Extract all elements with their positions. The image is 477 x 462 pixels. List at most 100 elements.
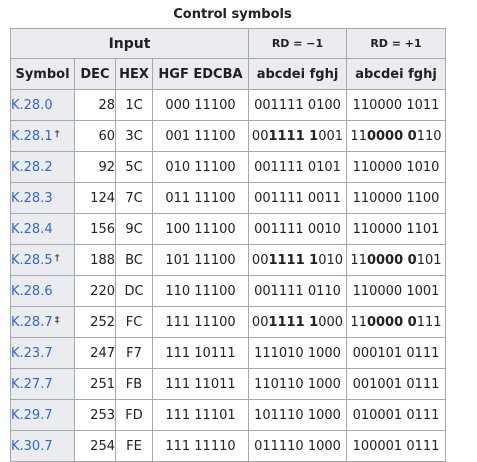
bit-group: 101 [416, 252, 442, 268]
table-row: K.28.6 220 DC 110 11100 001111 0110 110000 10… [10, 275, 446, 307]
column-header-hgf-edcba: HGF EDCBA [152, 58, 249, 90]
symbol-cell[interactable]: K.27.7 [10, 368, 75, 400]
rd-neg-code-cell: 101110 1000 [248, 399, 347, 431]
bit-group: 000 [318, 314, 344, 330]
table-row: K.28.3 124 7C 011 11100 001111 0011 110000 11… [10, 182, 446, 214]
bit-group: 010001 0111 [352, 407, 440, 423]
rd-neg-code-cell: 001111 0010 [248, 213, 347, 245]
rd-pos-code-cell: 110000 0110 [346, 120, 446, 152]
symbol-link[interactable]: K.28.4 [11, 221, 53, 237]
rd-neg-code-cell: 001111 0110 [248, 275, 347, 307]
hex-cell: FC [115, 306, 153, 338]
symbol-cell[interactable]: K.28.2 [10, 151, 75, 183]
symbol-cell[interactable]: K.28.1 † [10, 120, 75, 152]
rd-pos-code-cell: 100001 0111 [346, 430, 446, 462]
bit-group: 001111 0010 [254, 221, 341, 237]
rd-positive-header: RD = +1 [346, 28, 446, 59]
rd-negative-header: RD = −1 [248, 28, 347, 59]
symbol-cell[interactable]: K.28.6 [10, 275, 75, 307]
bold-bit-group: 1111 1 [268, 314, 319, 330]
symbol-cell[interactable]: K.29.7 [10, 399, 75, 431]
hgf-edcba-cell: 111 11101 [152, 399, 249, 431]
symbol-cell[interactable]: K.30.7 [10, 430, 75, 462]
bit-group: 110000 1010 [352, 159, 440, 175]
rd-neg-code-cell: 001111 1001 [248, 120, 347, 152]
bold-bit-group: 1111 1 [268, 128, 319, 144]
bit-group: 100001 0111 [352, 438, 440, 454]
bit-group: 001111 0011 [254, 190, 341, 206]
bit-group: 110000 1011 [352, 97, 440, 113]
rd-neg-code-cell: 111010 1000 [248, 337, 347, 369]
rd-pos-code-cell: 110000 1100 [346, 182, 446, 214]
hgf-edcba-cell: 111 11110 [152, 430, 249, 462]
bit-group: 110110 1000 [254, 376, 341, 392]
table-row: K.29.7 253 FD 111 11101 101110 1000 010001 01… [10, 399, 446, 431]
column-header-rd-neg-bits: abcdei fghj [248, 58, 347, 90]
symbol-link[interactable]: K.29.7 [11, 407, 53, 423]
symbol-cell[interactable]: K.28.7 ‡ [10, 306, 75, 338]
symbol-cell[interactable]: K.23.7 [10, 337, 75, 369]
symbol-link[interactable]: K.28.7 [11, 314, 53, 330]
symbol-link[interactable]: K.28.2 [11, 159, 53, 175]
dec-cell: 247 [74, 337, 116, 369]
hgf-edcba-cell: 111 11011 [152, 368, 249, 400]
rd-neg-code-cell: 001111 1000 [248, 306, 347, 338]
hex-cell: DC [115, 275, 153, 307]
symbol-link[interactable]: K.28.6 [11, 283, 53, 299]
bit-group: 111 [416, 314, 442, 330]
rd-pos-code-cell: 110000 1011 [346, 89, 446, 121]
symbol-link[interactable]: K.28.5 [11, 252, 53, 268]
bit-group: 110000 1100 [352, 190, 440, 206]
symbol-cell[interactable]: K.28.5 † [10, 244, 75, 276]
symbol-cell[interactable]: K.28.4 [10, 213, 75, 245]
column-header-dec: DEC [74, 58, 116, 90]
bit-group: 11 [350, 252, 367, 268]
dec-cell: 252 [74, 306, 116, 338]
dec-cell: 60 [74, 120, 116, 152]
symbol-link[interactable]: K.28.1 [11, 128, 53, 144]
footnote-mark: ‡ [54, 314, 60, 326]
hgf-edcba-cell: 001 11100 [152, 120, 249, 152]
rd-pos-code-cell: 000101 0111 [346, 337, 446, 369]
bit-group: 00 [251, 314, 269, 330]
symbol-link[interactable]: K.28.0 [11, 97, 53, 113]
hex-cell: 7C [115, 182, 153, 214]
symbol-link[interactable]: K.28.3 [11, 190, 53, 206]
symbol-cell[interactable]: K.28.3 [10, 182, 75, 214]
rd-pos-code-cell: 010001 0111 [346, 399, 446, 431]
bit-group: 11 [350, 128, 367, 144]
symbol-link[interactable]: K.30.7 [11, 438, 53, 454]
bit-group: 001111 0101 [254, 159, 341, 175]
table-row: K.28.2 92 5C 010 11100 001111 0101 110000 101… [10, 151, 446, 183]
rd-neg-code-cell: 001111 1010 [248, 244, 347, 276]
hex-cell: F7 [115, 337, 153, 369]
dec-cell: 220 [74, 275, 116, 307]
symbol-link[interactable]: K.27.7 [11, 376, 53, 392]
bold-bit-group: 0000 0 [366, 314, 417, 330]
column-header-rd-pos-bits: abcdei fghj [346, 58, 446, 90]
table-row: K.27.7 251 FB 111 11011 110110 1000 001001 01… [10, 368, 446, 400]
table-row: K.28.1 † 60 3C 001 11100 001111 1001 110000 01… [10, 120, 446, 152]
hgf-edcba-cell: 010 11100 [152, 151, 249, 183]
hex-cell: FE [115, 430, 153, 462]
hex-cell: 9C [115, 213, 153, 245]
bit-group: 101110 1000 [254, 407, 341, 423]
bit-group: 001001 0111 [352, 376, 440, 392]
bit-group: 011110 1000 [254, 438, 341, 454]
rd-neg-code-cell: 001111 0100 [248, 89, 347, 121]
bit-group: 110000 1001 [352, 283, 440, 299]
bit-group: 001111 0100 [254, 97, 341, 113]
column-header-hex: HEX [115, 58, 153, 90]
symbol-link[interactable]: K.23.7 [11, 345, 53, 361]
bold-bit-group: 0000 0 [366, 252, 417, 268]
symbol-cell[interactable]: K.28.0 [10, 89, 75, 121]
footnote-mark: † [54, 252, 60, 264]
hgf-edcba-cell: 000 11100 [152, 89, 249, 121]
table-row: K.28.7 ‡ 252 FC 111 11100 001111 1000 110000 0… [10, 306, 446, 338]
dec-cell: 124 [74, 182, 116, 214]
hex-cell: BC [115, 244, 153, 276]
hgf-edcba-cell: 011 11100 [152, 182, 249, 214]
dec-cell: 156 [74, 213, 116, 245]
bit-group: 110 [416, 128, 442, 144]
footnote-mark: † [54, 128, 60, 140]
